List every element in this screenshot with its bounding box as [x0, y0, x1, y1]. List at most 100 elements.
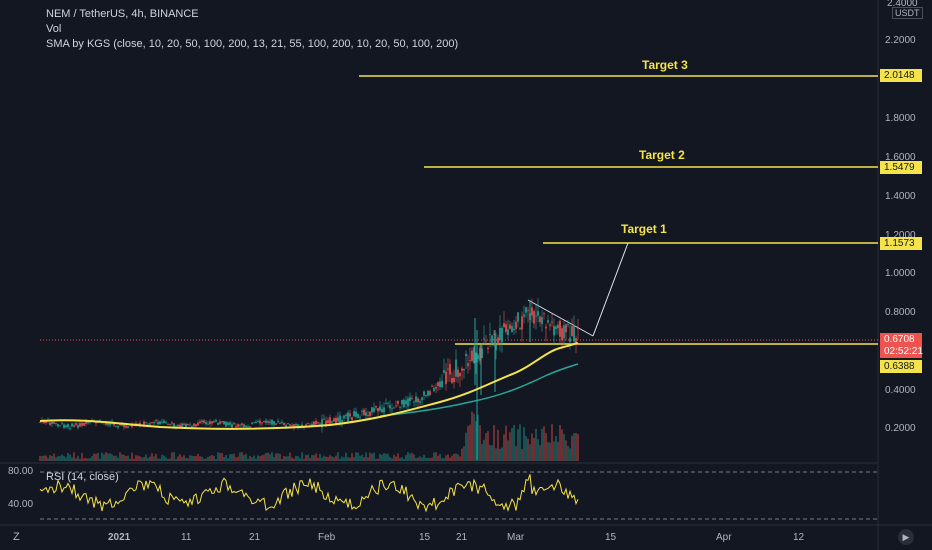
volume-bar — [379, 454, 381, 461]
volume-bar — [279, 454, 281, 461]
candle-body — [563, 325, 565, 338]
time-axis-label: 11 — [181, 532, 191, 543]
candle-body — [231, 424, 233, 427]
volume-bar — [383, 453, 385, 461]
candle-body — [519, 328, 521, 329]
volume-bar — [387, 454, 389, 461]
target2-label[interactable]: Target 2 — [639, 148, 685, 162]
candle-body — [577, 328, 579, 329]
volume-bar — [399, 458, 401, 461]
volume-bar — [145, 455, 147, 461]
candle-body — [59, 426, 61, 427]
volume-bar — [91, 456, 93, 461]
target3-label[interactable]: Target 3 — [642, 58, 688, 72]
candle-body — [377, 408, 379, 411]
z-icon[interactable]: Z — [13, 531, 20, 543]
candle-body — [337, 417, 339, 421]
volume-bar — [541, 429, 543, 461]
volume-bar — [267, 453, 269, 461]
candle-body — [351, 417, 353, 420]
candle-body — [75, 423, 77, 425]
volume-bar — [303, 459, 305, 461]
candle-body — [535, 315, 537, 316]
candle-body — [205, 422, 207, 424]
volume-bar — [505, 426, 507, 461]
candle-body — [547, 320, 549, 322]
volume-bar — [531, 434, 533, 461]
candle-body — [287, 423, 289, 424]
candle-body — [149, 423, 151, 424]
volume-bar — [101, 453, 103, 461]
volume-bar — [109, 453, 111, 461]
candle-body — [385, 403, 387, 404]
volume-bar — [227, 458, 229, 461]
candle-body — [181, 424, 183, 427]
volume-bar — [429, 458, 431, 461]
volume-bar — [235, 457, 237, 461]
candle-body — [339, 416, 341, 423]
volume-bar — [59, 456, 61, 461]
candle-body — [253, 422, 255, 423]
candle-body — [509, 325, 511, 329]
candle-body — [389, 405, 391, 408]
candle-body — [215, 420, 217, 421]
candle-body — [411, 398, 413, 399]
volume-bar — [563, 434, 565, 461]
volume-bar — [263, 455, 265, 461]
candle-body — [207, 424, 209, 425]
candle-body — [109, 424, 111, 426]
volume-bar — [259, 456, 261, 461]
volume-bar — [281, 459, 283, 461]
candle-body — [525, 307, 527, 312]
time-axis-label: 2021 — [108, 532, 130, 543]
volume-bar — [553, 441, 555, 461]
candle-body — [533, 311, 535, 323]
target1-label[interactable]: Target 1 — [621, 222, 667, 236]
volume-bar — [503, 434, 505, 461]
volume-bar — [363, 457, 365, 461]
candle-body — [499, 328, 501, 340]
candle-body — [317, 422, 319, 423]
candle-body — [497, 338, 499, 345]
volume-bar — [415, 458, 417, 461]
volume-bar — [301, 452, 303, 461]
candle-body — [247, 427, 249, 428]
price-axis-label: 0.2000 — [885, 423, 916, 434]
volume-bar — [573, 433, 575, 461]
candle-body — [169, 424, 171, 425]
volume-bar — [515, 446, 517, 461]
volume-bar — [489, 445, 491, 461]
rsi-upper-label: 80.00 — [8, 466, 33, 477]
candle-body — [251, 423, 253, 424]
volume-bar — [99, 459, 101, 461]
scroll-right-icon[interactable]: ▶ — [898, 529, 914, 545]
sma-slow-line — [380, 364, 578, 416]
candle-body — [483, 338, 485, 339]
candle-body — [243, 424, 245, 427]
volume-bar — [443, 458, 445, 461]
candle-body — [415, 396, 417, 402]
volume-bar — [411, 453, 413, 461]
volume-bar — [539, 445, 541, 461]
currency-label[interactable]: USDT — [892, 7, 923, 19]
volume-bar — [195, 456, 197, 461]
volume-bar — [155, 454, 157, 461]
volume-bar — [61, 454, 63, 461]
candle-body — [69, 428, 71, 429]
projection-line[interactable] — [593, 243, 628, 336]
volume-bar — [549, 443, 551, 461]
candle-body — [237, 424, 239, 426]
candle-body — [405, 400, 407, 404]
candle-body — [447, 369, 449, 370]
volume-bar — [191, 456, 193, 461]
volume-bar — [463, 446, 465, 461]
candle-body — [333, 418, 335, 421]
target1-price-tag: 1.1573 — [880, 237, 922, 250]
time-axis-label: Mar — [507, 532, 524, 543]
target2-price-tag: 1.5479 — [880, 161, 922, 174]
volume-bar — [133, 459, 135, 461]
volume-bar — [231, 454, 233, 461]
volume-bar — [545, 433, 547, 461]
volume-bar — [93, 454, 95, 461]
